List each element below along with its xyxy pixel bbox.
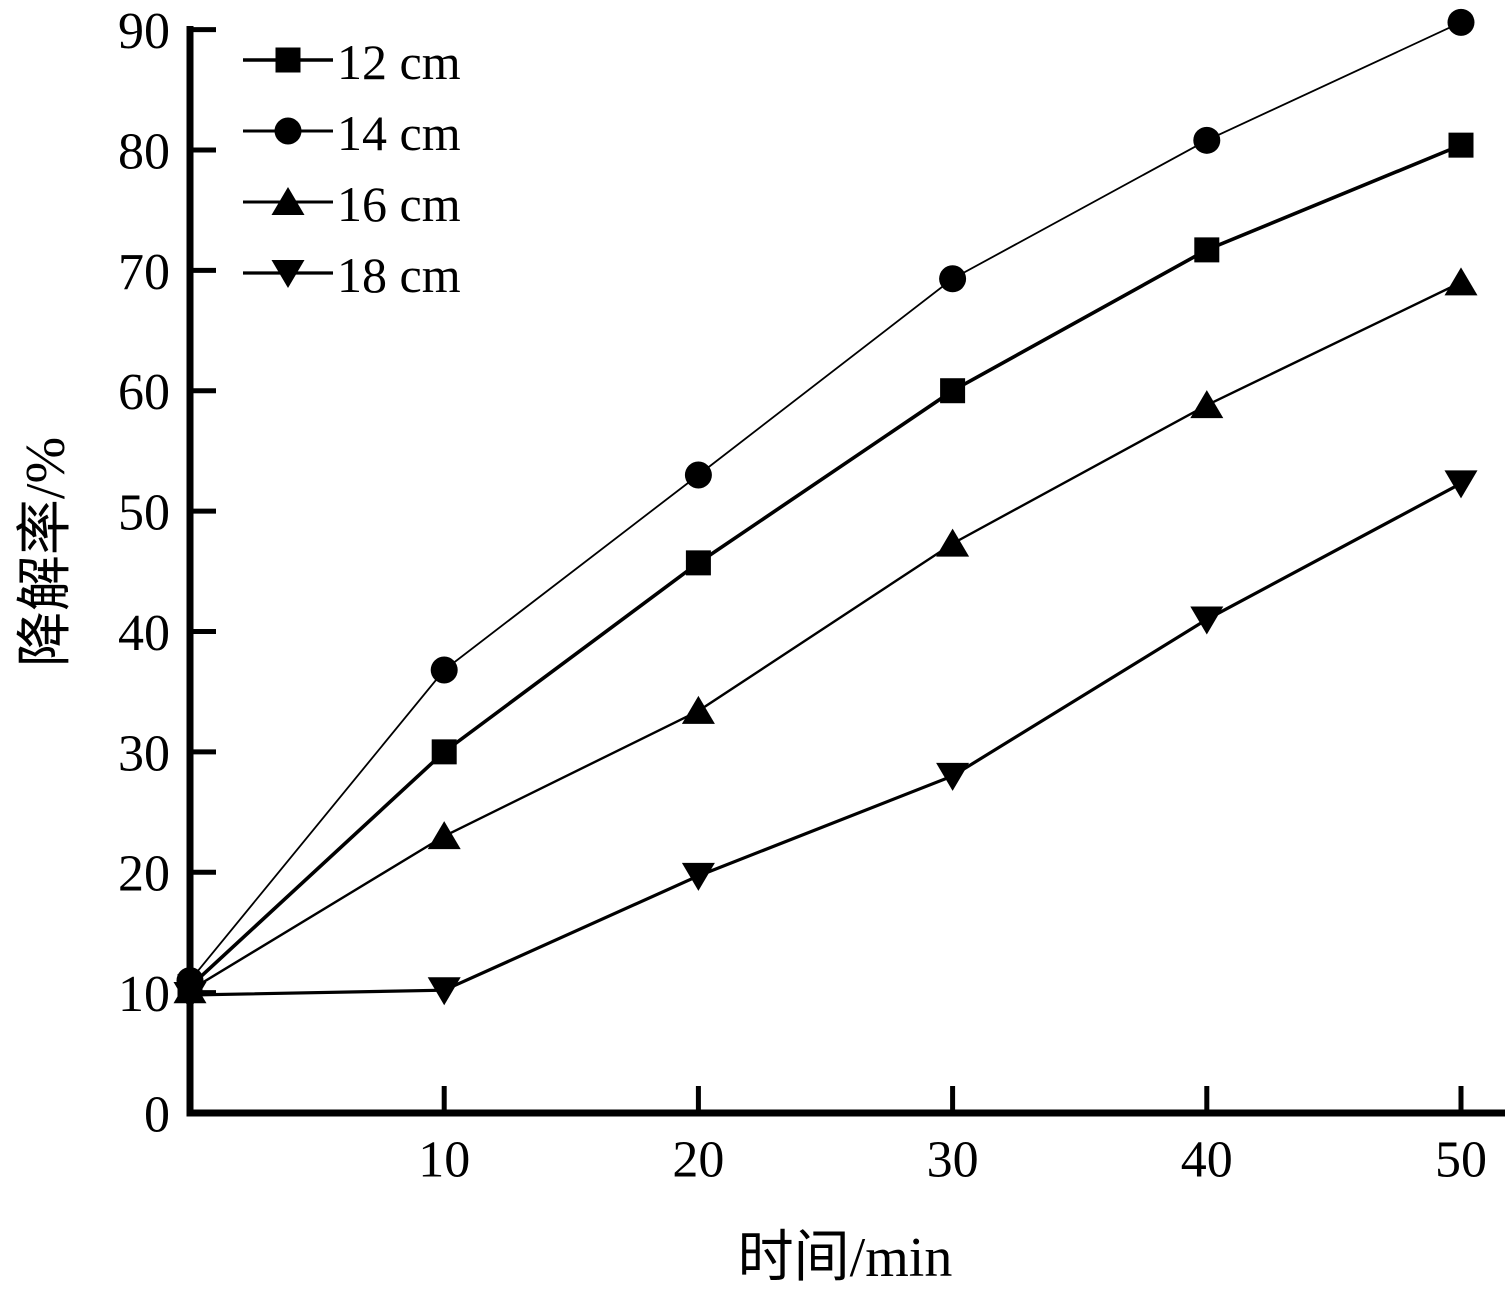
legend-label-14-cm: 14 cm bbox=[337, 105, 461, 161]
y-tick-label: 90 bbox=[118, 3, 170, 60]
x-tick-label: 40 bbox=[1181, 1132, 1233, 1189]
series-12-cm-marker bbox=[685, 550, 711, 576]
series-18-cm-marker bbox=[936, 762, 970, 791]
series-18-cm-marker bbox=[173, 982, 207, 1011]
series-18-cm-marker bbox=[1444, 470, 1478, 499]
series-14-cm-marker bbox=[1193, 126, 1221, 154]
series-12-cm-line bbox=[188, 143, 1462, 988]
series-16-cm-marker bbox=[1190, 390, 1224, 419]
series-18-cm-marker bbox=[1190, 606, 1224, 635]
series-12-cm-marker bbox=[1194, 237, 1220, 263]
series-18-cm-marker bbox=[427, 977, 461, 1006]
legend-label-16-cm: 16 cm bbox=[337, 176, 461, 232]
x-tick-label: 20 bbox=[672, 1132, 724, 1189]
series-14-cm-line bbox=[189, 21, 1462, 982]
series-12-cm-marker bbox=[1448, 132, 1474, 158]
legend-marker-18-cm bbox=[271, 260, 305, 288]
series-18-cm-line bbox=[189, 482, 1462, 997]
series-12-cm-marker bbox=[940, 378, 966, 404]
y-tick-label: 40 bbox=[118, 605, 170, 662]
y-tick-label: 30 bbox=[118, 725, 170, 782]
series-16-cm-marker bbox=[427, 821, 461, 850]
x-tick-label: 30 bbox=[927, 1132, 979, 1189]
y-tick-label: 10 bbox=[118, 966, 170, 1023]
y-tick-label: 0 bbox=[144, 1087, 170, 1144]
y-tick-label: 20 bbox=[118, 846, 170, 903]
legend-label-12-cm: 12 cm bbox=[337, 34, 461, 90]
series-16-cm-marker bbox=[1444, 267, 1478, 296]
series-16-cm-line bbox=[189, 281, 1462, 992]
legend-label-18-cm: 18 cm bbox=[337, 247, 461, 303]
x-axis-title: 时间/min bbox=[738, 1227, 953, 1289]
series-12-cm-marker bbox=[431, 739, 457, 765]
series-14-cm-marker bbox=[430, 656, 458, 684]
series-14-cm-marker bbox=[1447, 8, 1475, 36]
series-16-cm-marker bbox=[681, 695, 715, 724]
y-tick-label: 50 bbox=[118, 485, 170, 542]
y-tick-label: 60 bbox=[118, 364, 170, 421]
legend-marker-12-cm bbox=[275, 47, 301, 73]
series-14-cm-marker bbox=[939, 265, 967, 293]
series-18-cm-marker bbox=[681, 862, 715, 891]
y-tick-label: 80 bbox=[118, 123, 170, 180]
x-tick-label: 10 bbox=[418, 1132, 470, 1189]
series-14-cm-marker bbox=[684, 461, 712, 489]
legend-marker-16-cm bbox=[271, 187, 305, 215]
x-tick-label: 50 bbox=[1435, 1132, 1487, 1189]
series-16-cm-marker bbox=[936, 528, 970, 557]
y-axis-title: 降解率/% bbox=[15, 437, 77, 667]
legend-marker-14-cm bbox=[274, 117, 302, 145]
y-tick-label: 70 bbox=[118, 244, 170, 301]
